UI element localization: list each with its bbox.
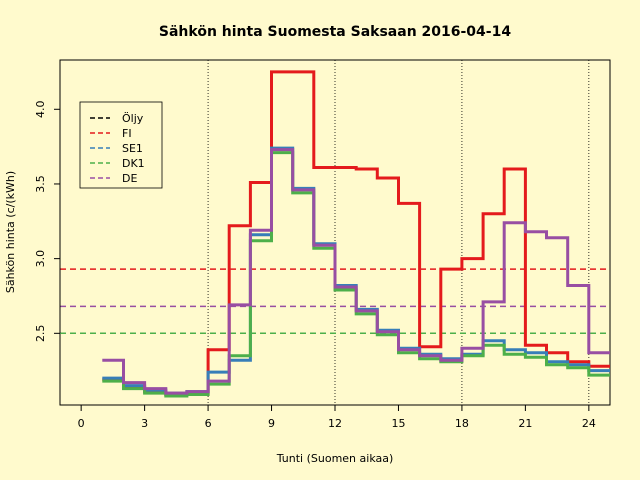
- x-tick-label: 21: [518, 417, 532, 430]
- x-tick-label: 24: [582, 417, 596, 430]
- x-tick-label: 6: [205, 417, 212, 430]
- y-tick-label: 3.5: [34, 175, 47, 193]
- y-axis-label: Sähkön hinta (c/(kWh): [4, 171, 17, 293]
- y-tick-label: 3.0: [34, 250, 47, 268]
- y-tick-label: 4.0: [34, 101, 47, 119]
- x-tick-label: 12: [328, 417, 342, 430]
- y-tick-label: 2.5: [34, 325, 47, 343]
- chart-title: Sähkön hinta Suomesta Saksaan 2016-04-14: [159, 24, 511, 40]
- legend-label-dk1: DK1: [122, 157, 145, 170]
- x-axis-label: Tunti (Suomen aikaa): [276, 452, 394, 465]
- legend-label-de: DE: [122, 172, 137, 185]
- gridlines: [207, 60, 590, 405]
- legend: Öljy FI SE1 DK1 DE: [79, 101, 163, 189]
- legend-box: [79, 101, 163, 189]
- x-tick-label: 0: [78, 417, 85, 430]
- x-tick-label: 3: [141, 417, 148, 430]
- axes: 0 3 6 9 12 15 18 21 24 2.5 3.0 3.5 4.0: [34, 101, 596, 430]
- x-tick-label: 15: [391, 417, 405, 430]
- legend-label-se1: SE1: [122, 142, 143, 155]
- legend-label-fi: FI: [122, 127, 132, 140]
- legend-label-öljy: Öljy: [122, 112, 144, 125]
- x-tick-label: 18: [455, 417, 469, 430]
- series-lines: [102, 70, 610, 398]
- x-tick-label: 9: [268, 417, 275, 430]
- series-line-de: [102, 148, 610, 395]
